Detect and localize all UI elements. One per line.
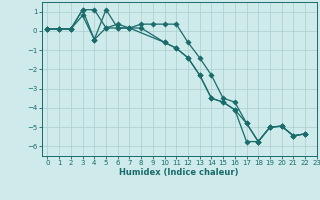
X-axis label: Humidex (Indice chaleur): Humidex (Indice chaleur)	[119, 168, 239, 177]
